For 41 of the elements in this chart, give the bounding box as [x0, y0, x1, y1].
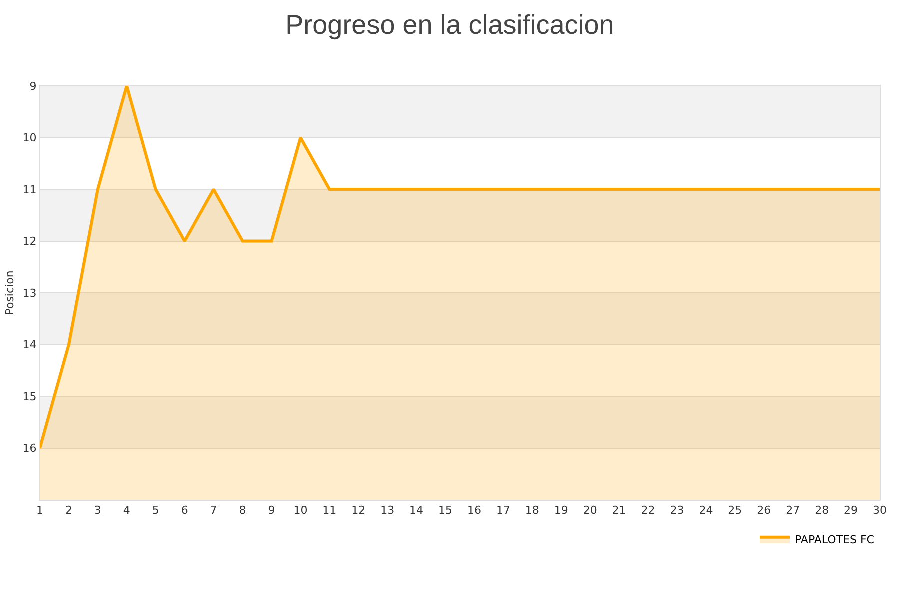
x-tick-label: 2: [65, 504, 72, 518]
chart-title: Progreso en la clasificacion: [286, 10, 614, 40]
x-tick-label: 3: [94, 504, 102, 518]
x-tick-label: 5: [152, 504, 160, 518]
x-tick-label: 11: [322, 504, 337, 518]
x-tick-label: 25: [728, 504, 742, 518]
x-tick-label: 30: [873, 504, 887, 518]
x-tick-label: 24: [699, 504, 714, 518]
y-tick-label: 11: [22, 183, 37, 196]
y-tick-label: 14: [22, 338, 37, 352]
x-tick-label: 23: [670, 504, 684, 518]
y-tick-label: 9: [30, 80, 37, 93]
x-tick-label: 13: [380, 504, 395, 518]
y-tick-label: 16: [22, 442, 37, 456]
x-tick-label: 7: [210, 504, 218, 518]
x-tick-label: 18: [525, 504, 540, 518]
x-tick-label: 4: [123, 504, 130, 518]
x-tick-label: 1: [36, 504, 44, 518]
x-tick-label: 16: [467, 504, 482, 518]
x-tick-label: 10: [294, 504, 308, 518]
x-tick-label: 9: [268, 504, 276, 518]
x-tick-label: 17: [496, 504, 510, 518]
x-tick-label: 12: [352, 504, 366, 518]
x-tick-label: 15: [438, 504, 453, 518]
x-tick-label: 8: [239, 504, 246, 518]
y-axis-title: Posicion: [3, 270, 16, 316]
y-tick-label: 15: [22, 390, 37, 404]
x-tick-label: 6: [181, 504, 188, 518]
x-tick-label: 19: [554, 504, 568, 518]
x-tick-label: 27: [786, 504, 800, 518]
x-tick-label: 20: [583, 504, 598, 518]
legend-label: PAPALOTES FC: [795, 534, 875, 547]
x-tick-label: 28: [815, 504, 830, 518]
x-tick-label: 21: [612, 504, 626, 518]
x-tick-label: 22: [641, 504, 656, 518]
y-tick-label: 10: [22, 132, 37, 145]
x-tick-label: 26: [757, 504, 772, 518]
x-tick-label: 14: [410, 504, 424, 518]
y-tick-label: 13: [22, 286, 37, 300]
y-tick-label: 12: [22, 235, 37, 248]
x-tick-label: 29: [844, 504, 858, 518]
